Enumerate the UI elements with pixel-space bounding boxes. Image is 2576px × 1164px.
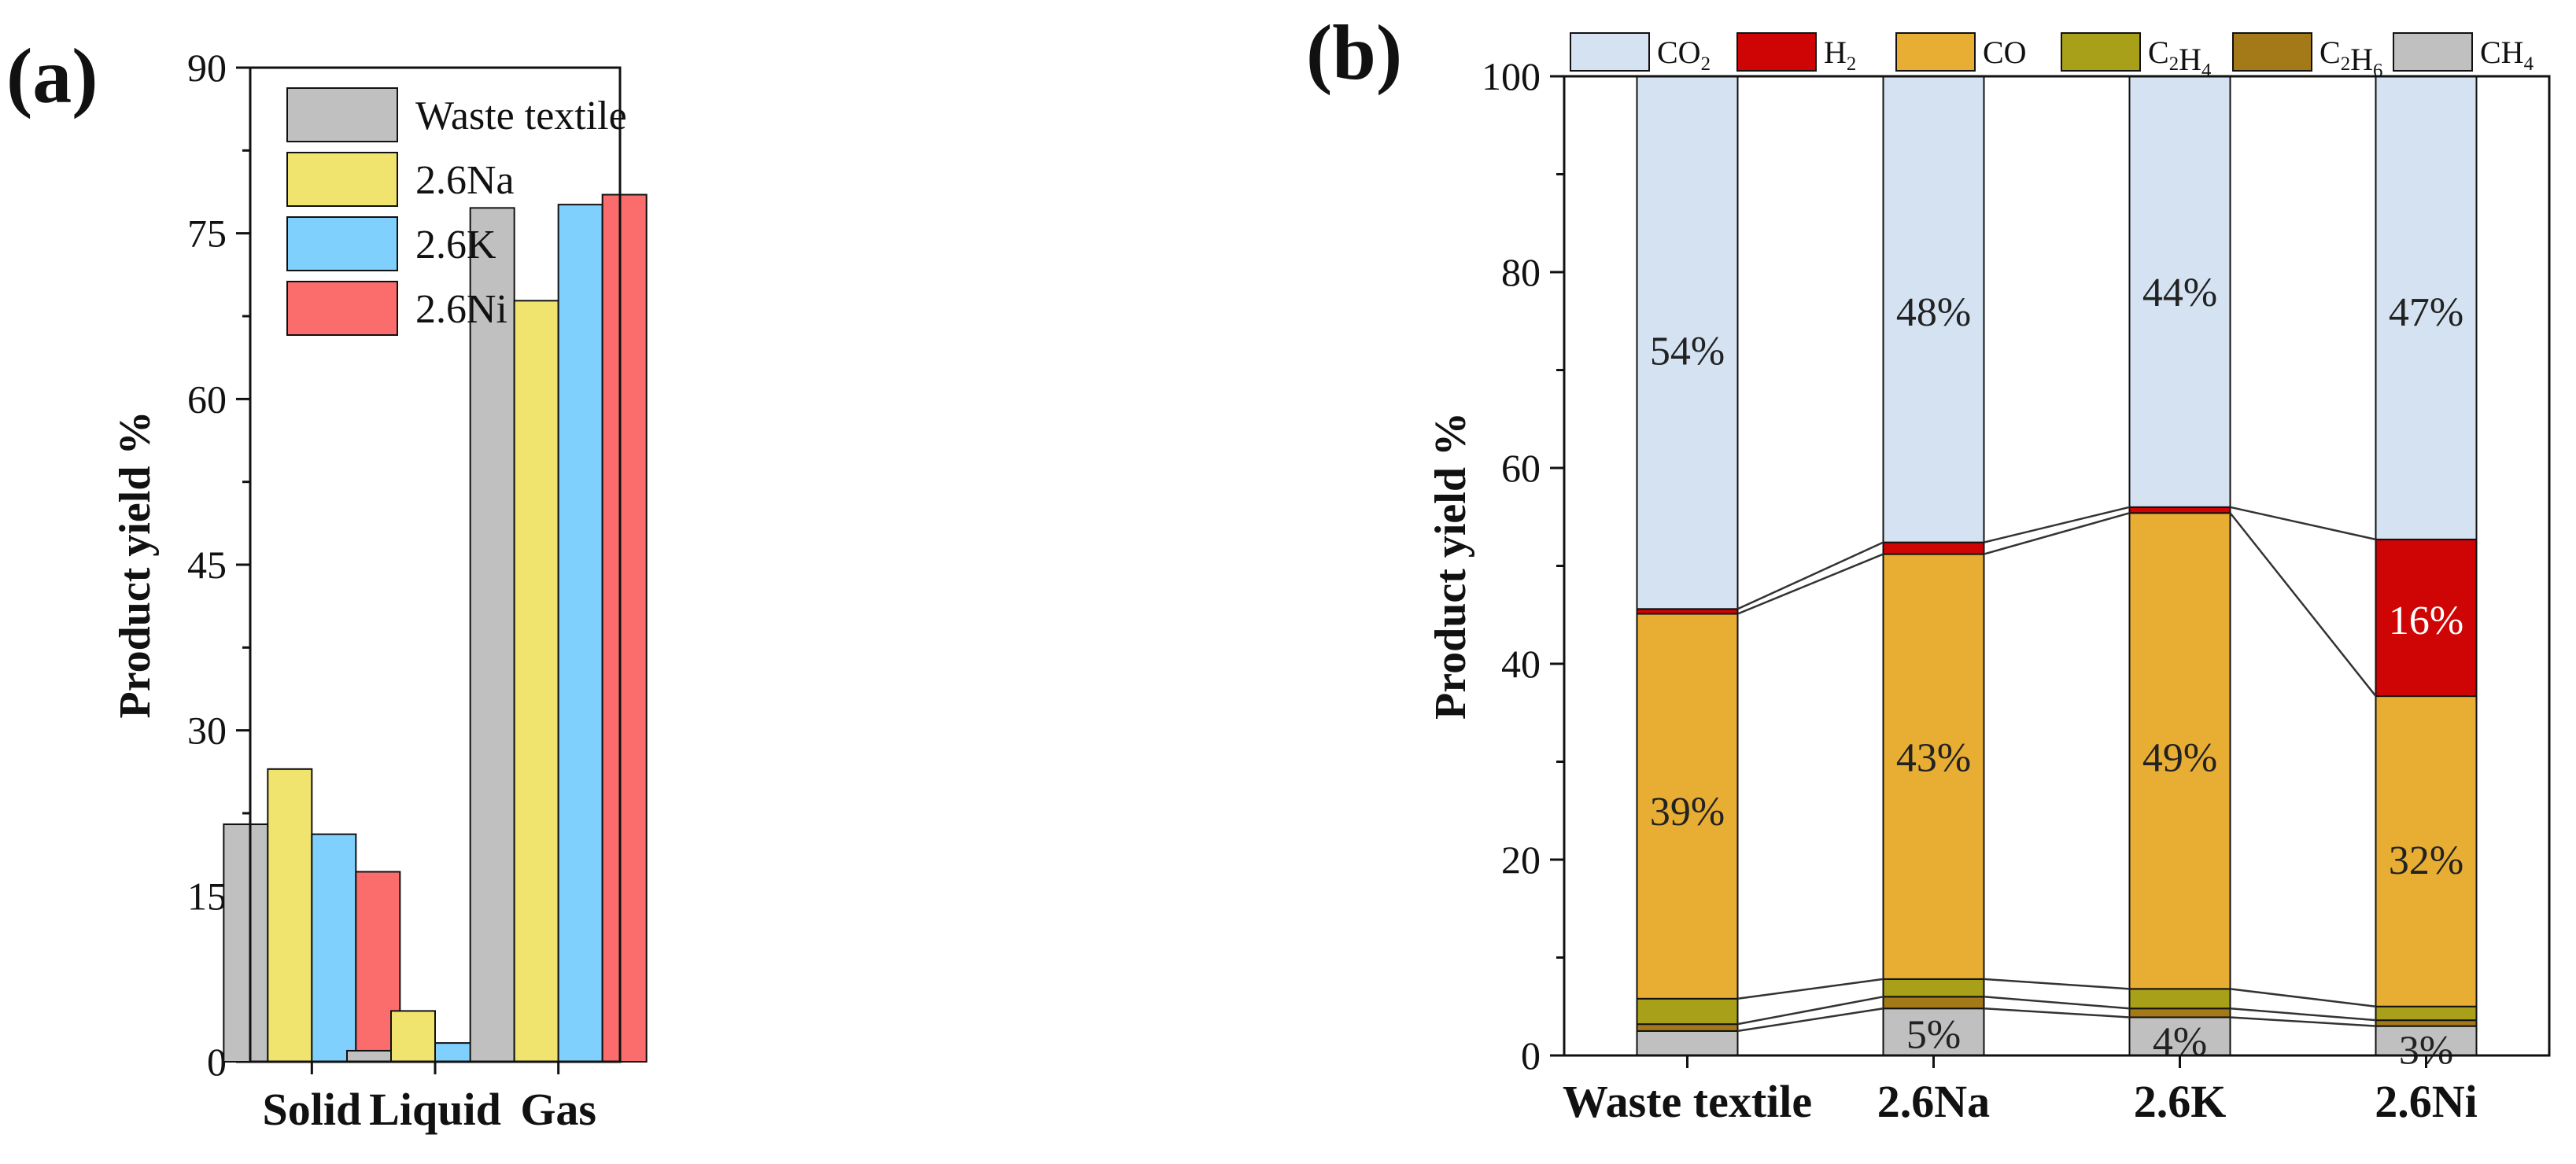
x-tick-label: 2.6Na: [1877, 1076, 1990, 1127]
y-tick-label: 20: [1501, 838, 1541, 882]
legend-swatch-2-6ni: [286, 281, 398, 336]
connector-line: [1737, 1007, 1884, 1033]
y-tick-label: 0: [1521, 1033, 1541, 1077]
stack-c2h6-waste-textile: [1636, 1023, 1739, 1032]
legend-label: 2.6Ni: [415, 287, 507, 332]
connector-line: [1737, 978, 1884, 1000]
stack-c2h4-waste-textile: [1636, 997, 1739, 1026]
data-label: 49%: [2142, 735, 2217, 780]
legend-label-co: CO: [1983, 35, 2027, 70]
connector-line: [1736, 541, 1884, 610]
y-tick-label: 30: [187, 709, 227, 753]
bar-2-6na-liquid: [390, 1010, 436, 1063]
stack-c2h6-2-6k: [2128, 1007, 2231, 1018]
connector-line: [2230, 988, 2376, 1007]
panel-label-a: (a): [6, 32, 98, 120]
stack-c2h4-2-6k: [2128, 988, 2231, 1010]
y-tick-label: 15: [187, 874, 227, 918]
data-label: 47%: [2389, 290, 2463, 335]
legend-label-ch4: CH4: [2480, 35, 2534, 75]
connector-line: [1984, 506, 2130, 543]
legend-label-h2: H2: [1824, 35, 1856, 75]
connector-line: [1737, 996, 1884, 1026]
bar-2-6na-solid: [267, 768, 313, 1063]
connector-line: [1984, 996, 2130, 1010]
stack-h2-2-6na: [1882, 541, 1985, 555]
data-label: 16%: [2389, 599, 2463, 643]
stack-c2h6-2-6na: [1882, 996, 1985, 1010]
y-tick-label: 90: [187, 46, 227, 90]
legend-swatch-2-6na: [286, 152, 398, 207]
plot-frame: [1563, 75, 2551, 1057]
stack-c2h6-2-6ni: [2375, 1019, 2478, 1027]
y-tick-label: 80: [1501, 250, 1541, 294]
plot-frame: [249, 66, 622, 1063]
connector-line: [2229, 512, 2377, 697]
y-tick-label: 60: [1501, 446, 1541, 490]
legend-swatch-co2: [1570, 32, 1650, 72]
y-axis-label: Product yield %: [111, 411, 160, 719]
connector-line: [2230, 506, 2376, 541]
legend-swatch-c2h6: [2232, 32, 2312, 72]
legend-swatch-waste-textile: [286, 87, 398, 142]
legend-swatch-ch4: [2393, 32, 2473, 72]
legend-label-co2: CO2: [1657, 35, 1711, 75]
data-label: 48%: [1896, 290, 1971, 335]
stack-c2h4-2-6na: [1882, 978, 1985, 998]
legend-label: 2.6K: [415, 223, 496, 267]
x-tick-label: Solid: [262, 1084, 361, 1135]
y-axis-label: Product yield %: [1426, 412, 1475, 720]
legend-label-c2h4: C2H4: [2148, 35, 2212, 82]
stack-ch4-waste-textile: [1636, 1030, 1739, 1056]
x-tick-label: Waste textile: [1563, 1076, 1812, 1127]
legend-swatch-co: [1895, 32, 1976, 72]
y-tick-label: 60: [187, 377, 227, 421]
bar-waste-textile-liquid: [346, 1049, 392, 1063]
bar-waste-textile-solid: [223, 823, 269, 1063]
legend-swatch-c2h4: [2061, 32, 2141, 72]
data-label: 54%: [1650, 330, 1725, 374]
stack-co2-2-6k: [2128, 76, 2231, 508]
bar-waste-textile-gas: [469, 207, 515, 1063]
legend-swatch-2-6k: [286, 216, 398, 271]
x-tick-label: 2.6Ni: [2375, 1076, 2478, 1127]
stack-co2-2-6na: [1882, 76, 1985, 543]
y-tick-label: 40: [1501, 642, 1541, 686]
connector-line: [2230, 1016, 2376, 1027]
stack-c2h4-2-6ni: [2375, 1005, 2478, 1022]
stack-co2-2-6ni: [2375, 76, 2478, 540]
stack-co-2-6na: [1882, 553, 1985, 980]
x-tick-label: Liquid: [369, 1084, 501, 1135]
y-tick-label: 100: [1482, 54, 1541, 98]
stack-h2-2-6k: [2128, 506, 2231, 514]
bar-2-6na-gas: [513, 300, 559, 1063]
y-tick-label: 45: [187, 543, 227, 587]
x-tick-label: Gas: [520, 1084, 596, 1135]
connector-line: [1984, 1007, 2130, 1018]
bar-2-6k-gas: [557, 204, 603, 1063]
legend-label-c2h6: C2H6: [2320, 35, 2382, 82]
bar-2-6k-solid: [311, 833, 357, 1063]
data-label: 43%: [1896, 735, 1971, 780]
legend-label: Waste textile: [415, 94, 627, 138]
connector-line: [1984, 512, 2130, 555]
connector-line: [1984, 978, 2130, 990]
panel-b: (b) 0 20 40 60 80 100 Product yield % 54% 48% 44% 4…: [1306, 9, 2551, 1127]
connector-line: [2230, 1007, 2376, 1022]
legend-swatch-h2: [1736, 32, 1817, 72]
bar-2-6ni-gas: [601, 193, 648, 1063]
panel-label-b: (b): [1306, 9, 1402, 96]
data-label: 32%: [2389, 838, 2463, 883]
x-tick-label: 2.6K: [2134, 1076, 2227, 1127]
stack-co2-waste-textile: [1636, 76, 1739, 610]
y-tick-label: 75: [187, 212, 227, 256]
data-label: 44%: [2142, 271, 2217, 315]
legend-label: 2.6Na: [415, 158, 515, 203]
data-label: 5%: [1906, 1013, 1961, 1058]
data-label: 39%: [1650, 790, 1725, 834]
connector-line: [1737, 553, 1884, 615]
